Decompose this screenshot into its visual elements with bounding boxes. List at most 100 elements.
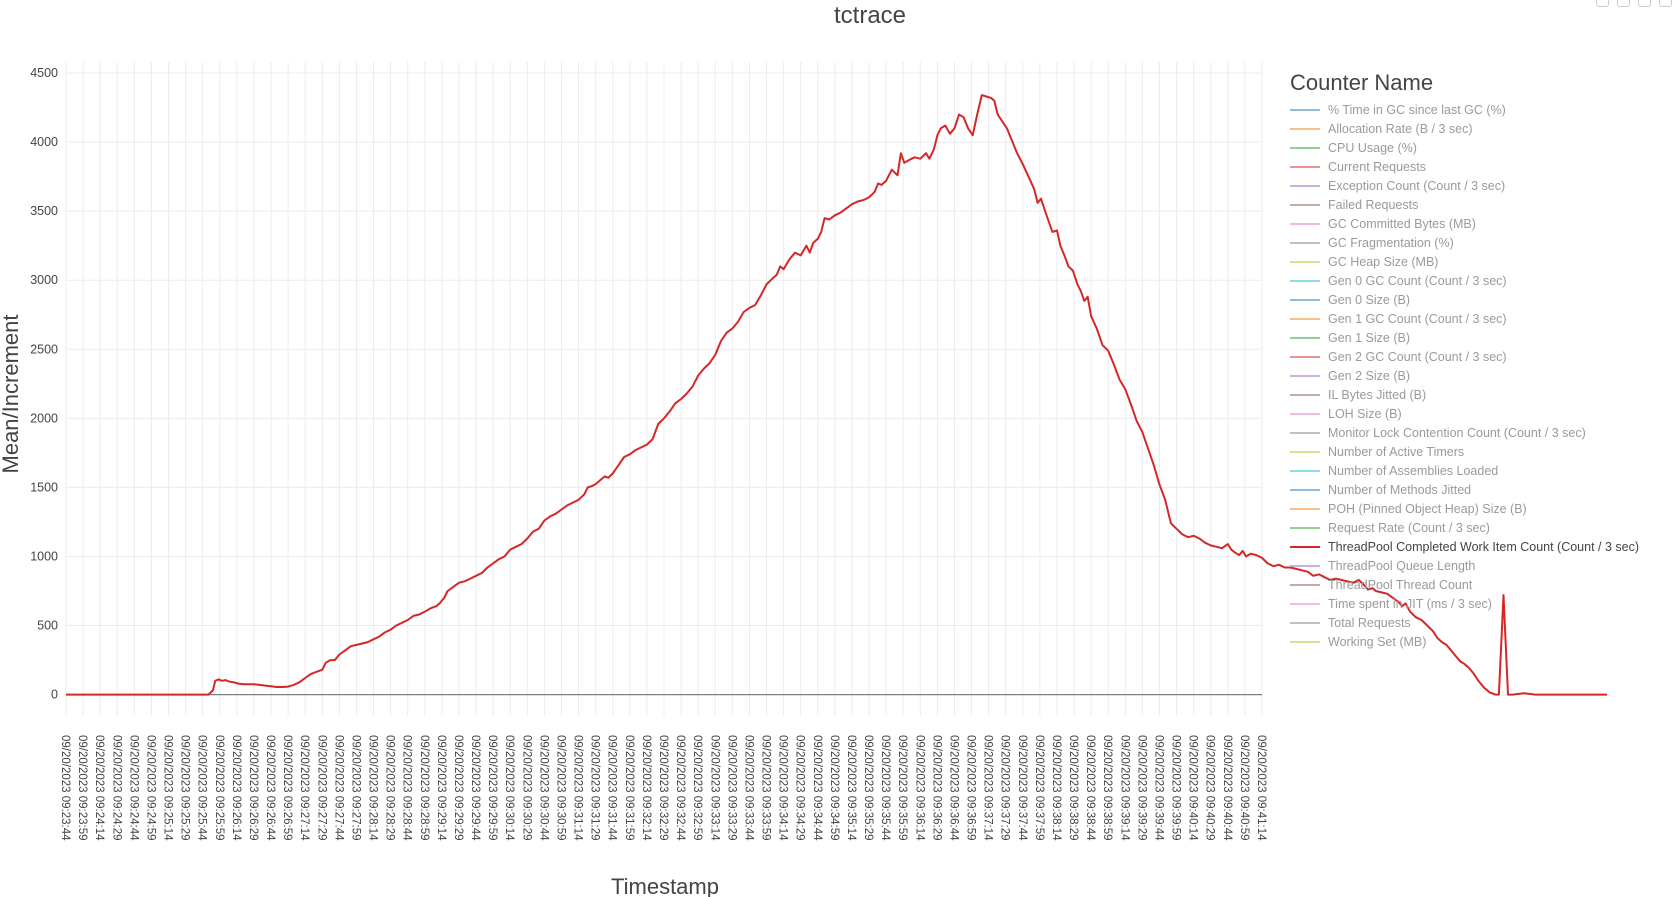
legend-label: Gen 2 GC Count (Count / 3 sec) <box>1328 349 1507 364</box>
legend-item[interactable]: IL Bytes Jitted (B) <box>1290 385 1639 404</box>
legend-label: Gen 2 Size (B) <box>1328 368 1410 383</box>
legend-swatch <box>1290 374 1320 377</box>
legend-swatch <box>1290 336 1320 339</box>
legend-item[interactable]: POH (Pinned Object Heap) Size (B) <box>1290 499 1639 518</box>
legend-item[interactable]: Number of Methods Jitted <box>1290 480 1639 499</box>
legend-swatch <box>1290 279 1320 282</box>
legend-item[interactable]: Number of Assemblies Loaded <box>1290 461 1639 480</box>
x-tick-label: 09/20/2023 09:26:59 <box>281 735 293 841</box>
legend-item[interactable]: Failed Requests <box>1290 195 1639 214</box>
legend-item[interactable]: Gen 2 Size (B) <box>1290 366 1639 385</box>
y-tick-label: 2500 <box>30 342 58 356</box>
legend-swatch <box>1290 108 1320 111</box>
legend-item[interactable]: Gen 0 Size (B) <box>1290 290 1639 309</box>
x-tick-label: 09/20/2023 09:25:29 <box>179 735 191 841</box>
legend-item[interactable]: Gen 0 GC Count (Count / 3 sec) <box>1290 271 1639 290</box>
plot-toolbar[interactable] <box>1596 0 1672 10</box>
legend-item[interactable]: Exception Count (Count / 3 sec) <box>1290 176 1639 195</box>
x-tick-label: 09/20/2023 09:35:14 <box>845 735 857 841</box>
x-tick-label: 09/20/2023 09:35:44 <box>879 735 891 841</box>
legend-item[interactable]: GC Heap Size (MB) <box>1290 252 1639 271</box>
x-tick-label: 09/20/2023 09:24:29 <box>110 735 122 841</box>
legend-swatch <box>1290 621 1320 624</box>
legend-label: % Time in GC since last GC (%) <box>1328 102 1506 117</box>
legend-swatch <box>1290 640 1320 643</box>
legend-item[interactable]: Gen 2 GC Count (Count / 3 sec) <box>1290 347 1639 366</box>
legend-item[interactable]: Working Set (MB) <box>1290 632 1639 651</box>
legend-label: IL Bytes Jitted (B) <box>1328 387 1427 402</box>
series-line-threadpool-completed[interactable] <box>66 94 1608 696</box>
x-tick-label: 09/20/2023 09:31:44 <box>606 735 618 841</box>
x-tick-label: 09/20/2023 09:29:29 <box>452 735 464 841</box>
legend-label: Gen 1 Size (B) <box>1328 330 1410 345</box>
legend-label: ThreadPool Thread Count <box>1328 577 1473 592</box>
legend-item[interactable]: Gen 1 Size (B) <box>1290 328 1639 347</box>
legend-swatch <box>1290 507 1320 510</box>
legend-label: ThreadPool Queue Length <box>1328 558 1476 573</box>
legend-item[interactable]: LOH Size (B) <box>1290 404 1639 423</box>
autoscale-icon[interactable] <box>1659 0 1672 7</box>
legend-item[interactable]: Number of Active Timers <box>1290 442 1639 461</box>
legend-swatch <box>1290 526 1320 529</box>
x-tick-label: 09/20/2023 09:24:44 <box>127 735 139 841</box>
x-tick-label: 09/20/2023 09:37:59 <box>1033 735 1045 841</box>
legend-item[interactable]: ThreadPool Thread Count <box>1290 575 1639 594</box>
zoom-icon[interactable] <box>1617 0 1630 7</box>
y-tick-label: 3500 <box>30 204 58 218</box>
x-tick-label: 09/20/2023 09:33:29 <box>725 735 737 841</box>
legend-item[interactable]: ThreadPool Completed Work Item Count (Co… <box>1290 537 1639 556</box>
legend-label: CPU Usage (%) <box>1328 140 1417 155</box>
legend-item[interactable]: GC Committed Bytes (MB) <box>1290 214 1639 233</box>
y-tick-label: 0 <box>51 688 58 702</box>
x-tick-label: 09/20/2023 09:40:44 <box>1221 735 1233 841</box>
x-tick-label: 09/20/2023 09:30:29 <box>520 735 532 841</box>
x-tick-label: 09/20/2023 09:28:14 <box>367 735 379 841</box>
legend-label: Current Requests <box>1328 159 1426 174</box>
x-tick-label: 09/20/2023 09:33:59 <box>760 735 772 841</box>
legend-item[interactable]: Monitor Lock Contention Count (Count / 3… <box>1290 423 1639 442</box>
x-tick-label: 09/20/2023 09:39:14 <box>1118 735 1130 841</box>
x-tick-label: 09/20/2023 09:35:59 <box>896 735 908 841</box>
x-tick-label: 09/20/2023 09:27:59 <box>349 735 361 841</box>
y-tick-label: 500 <box>37 619 58 633</box>
legend-item[interactable]: Gen 1 GC Count (Count / 3 sec) <box>1290 309 1639 328</box>
x-tick-label: 09/20/2023 09:39:44 <box>1152 735 1164 841</box>
y-axis: 0 500 1000 1500 2000 2500 3000 3500 4000 4500 <box>30 66 58 702</box>
legend-item[interactable]: Time spent in JIT (ms / 3 sec) <box>1290 594 1639 613</box>
x-tick-label: 09/20/2023 09:32:59 <box>691 735 703 841</box>
legend-item[interactable]: % Time in GC since last GC (%) <box>1290 100 1639 119</box>
legend-label: Working Set (MB) <box>1328 634 1427 649</box>
legend-label: GC Committed Bytes (MB) <box>1328 216 1476 231</box>
chart-title: tctrace <box>833 2 907 29</box>
pan-icon[interactable] <box>1638 0 1651 7</box>
legend-swatch <box>1290 184 1320 187</box>
x-tick-label: 09/20/2023 09:34:59 <box>828 735 840 841</box>
legend-label: LOH Size (B) <box>1328 406 1402 421</box>
legend-item[interactable]: ThreadPool Queue Length <box>1290 556 1639 575</box>
legend-label: Number of Assemblies Loaded <box>1328 463 1499 478</box>
x-tick-label: 09/20/2023 09:41:14 <box>1255 735 1267 841</box>
y-tick-label: 4500 <box>30 66 58 80</box>
x-tick-label: 09/20/2023 09:29:59 <box>486 735 498 841</box>
x-tick-label: 09/20/2023 09:34:14 <box>777 735 789 841</box>
x-tick-label: 09/20/2023 09:23:59 <box>76 735 88 841</box>
x-tick-label: 09/20/2023 09:29:14 <box>435 735 447 841</box>
legend-label: POH (Pinned Object Heap) Size (B) <box>1328 501 1527 516</box>
x-tick-label: 09/20/2023 09:31:14 <box>572 735 584 841</box>
camera-icon[interactable] <box>1596 0 1609 7</box>
legend-swatch <box>1290 203 1320 206</box>
legend-item[interactable]: Request Rate (Count / 3 sec) <box>1290 518 1639 537</box>
legend-label: Gen 0 GC Count (Count / 3 sec) <box>1328 273 1507 288</box>
legend-label: ThreadPool Completed Work Item Count (Co… <box>1328 539 1640 554</box>
legend-item[interactable]: Allocation Rate (B / 3 sec) <box>1290 119 1639 138</box>
x-tick-label: 09/20/2023 09:40:59 <box>1238 735 1250 841</box>
y-tick-label: 1500 <box>30 480 58 494</box>
legend-item[interactable]: Total Requests <box>1290 613 1639 632</box>
legend-item[interactable]: Current Requests <box>1290 157 1639 176</box>
x-tick-label: 09/20/2023 09:39:29 <box>1135 735 1147 841</box>
legend-item[interactable]: GC Fragmentation (%) <box>1290 233 1639 252</box>
legend-item[interactable]: CPU Usage (%) <box>1290 138 1639 157</box>
x-tick-label: 09/20/2023 09:29:44 <box>469 735 481 841</box>
x-axis-label: Timestamp <box>611 874 719 897</box>
